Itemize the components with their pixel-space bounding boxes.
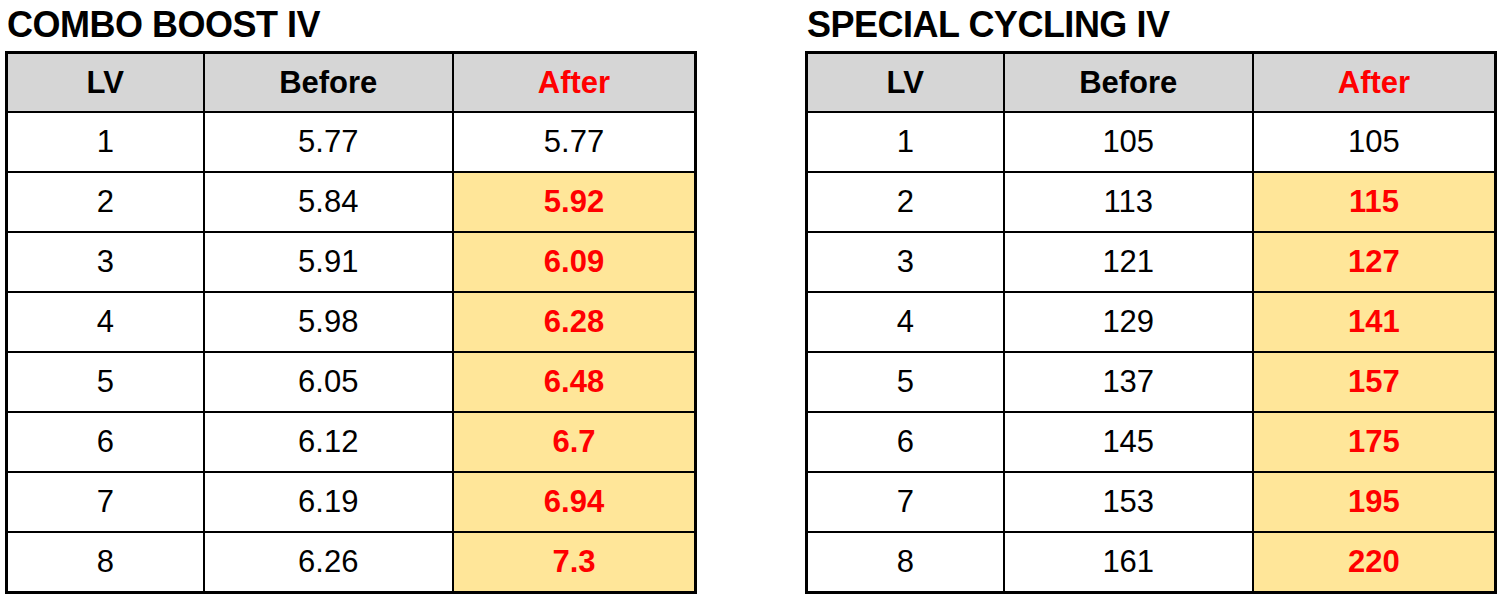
lv-cell: 4 xyxy=(7,292,204,352)
after-cell: 220 xyxy=(1253,532,1496,593)
table-row: 35.916.09 xyxy=(7,232,696,292)
before-cell: 5.91 xyxy=(204,232,453,292)
before-cell: 137 xyxy=(1004,352,1253,412)
special-cycling-title: SPECIAL CYCLING IV xyxy=(807,4,1497,46)
lv-cell: 4 xyxy=(807,292,1004,352)
before-cell: 6.19 xyxy=(204,472,453,532)
table-row: 86.267.3 xyxy=(7,532,696,593)
table-row: 3121127 xyxy=(807,232,1496,292)
header-row: LV Before After xyxy=(807,53,1496,113)
after-cell: 6.94 xyxy=(453,472,696,532)
special-cycling-section: SPECIAL CYCLING IV LV Before After 11051… xyxy=(805,4,1497,594)
lv-cell: 8 xyxy=(7,532,204,593)
before-cell: 5.77 xyxy=(204,112,453,172)
lv-cell: 6 xyxy=(7,412,204,472)
after-cell: 6.48 xyxy=(453,352,696,412)
before-cell: 6.05 xyxy=(204,352,453,412)
combo-boost-table: LV Before After 15.775.7725.845.9235.916… xyxy=(5,51,697,594)
column-header-lv: LV xyxy=(7,53,204,113)
before-cell: 113 xyxy=(1004,172,1253,232)
lv-cell: 5 xyxy=(807,352,1004,412)
before-cell: 5.84 xyxy=(204,172,453,232)
table-row: 7153195 xyxy=(807,472,1496,532)
lv-cell: 2 xyxy=(7,172,204,232)
table-row: 66.126.7 xyxy=(7,412,696,472)
after-cell: 105 xyxy=(1253,112,1496,172)
combo-boost-section: COMBO BOOST IV LV Before After 15.775.77… xyxy=(5,4,697,594)
column-header-before: Before xyxy=(204,53,453,113)
header-row: LV Before After xyxy=(7,53,696,113)
combo-boost-title: COMBO BOOST IV xyxy=(7,4,697,46)
after-cell: 157 xyxy=(1253,352,1496,412)
lv-cell: 7 xyxy=(7,472,204,532)
table-row: 45.986.28 xyxy=(7,292,696,352)
lv-cell: 2 xyxy=(807,172,1004,232)
before-cell: 121 xyxy=(1004,232,1253,292)
before-cell: 5.98 xyxy=(204,292,453,352)
table-row: 25.845.92 xyxy=(7,172,696,232)
before-cell: 6.12 xyxy=(204,412,453,472)
after-cell: 5.77 xyxy=(453,112,696,172)
before-cell: 105 xyxy=(1004,112,1253,172)
table-row: 76.196.94 xyxy=(7,472,696,532)
after-cell: 115 xyxy=(1253,172,1496,232)
lv-cell: 3 xyxy=(807,232,1004,292)
column-header-after: After xyxy=(1253,53,1496,113)
lv-cell: 1 xyxy=(7,112,204,172)
before-cell: 129 xyxy=(1004,292,1253,352)
column-header-before: Before xyxy=(1004,53,1253,113)
lv-cell: 1 xyxy=(807,112,1004,172)
table-row: 6145175 xyxy=(807,412,1496,472)
after-cell: 6.7 xyxy=(453,412,696,472)
before-cell: 6.26 xyxy=(204,532,453,593)
after-cell: 141 xyxy=(1253,292,1496,352)
lv-cell: 6 xyxy=(807,412,1004,472)
special-cycling-table: LV Before After 110510521131153121127412… xyxy=(805,51,1497,594)
after-cell: 6.28 xyxy=(453,292,696,352)
after-cell: 6.09 xyxy=(453,232,696,292)
after-cell: 195 xyxy=(1253,472,1496,532)
before-cell: 153 xyxy=(1004,472,1253,532)
after-cell: 5.92 xyxy=(453,172,696,232)
table-row: 56.056.48 xyxy=(7,352,696,412)
table-row: 1105105 xyxy=(807,112,1496,172)
lv-cell: 8 xyxy=(807,532,1004,593)
lv-cell: 5 xyxy=(7,352,204,412)
table-row: 5137157 xyxy=(807,352,1496,412)
table-row: 15.775.77 xyxy=(7,112,696,172)
table-row: 2113115 xyxy=(807,172,1496,232)
table-row: 8161220 xyxy=(807,532,1496,593)
before-cell: 161 xyxy=(1004,532,1253,593)
after-cell: 7.3 xyxy=(453,532,696,593)
before-cell: 145 xyxy=(1004,412,1253,472)
lv-cell: 3 xyxy=(7,232,204,292)
column-header-lv: LV xyxy=(807,53,1004,113)
after-cell: 175 xyxy=(1253,412,1496,472)
table-row: 4129141 xyxy=(807,292,1496,352)
lv-cell: 7 xyxy=(807,472,1004,532)
column-header-after: After xyxy=(453,53,696,113)
after-cell: 127 xyxy=(1253,232,1496,292)
page: COMBO BOOST IV LV Before After 15.775.77… xyxy=(0,0,1500,594)
